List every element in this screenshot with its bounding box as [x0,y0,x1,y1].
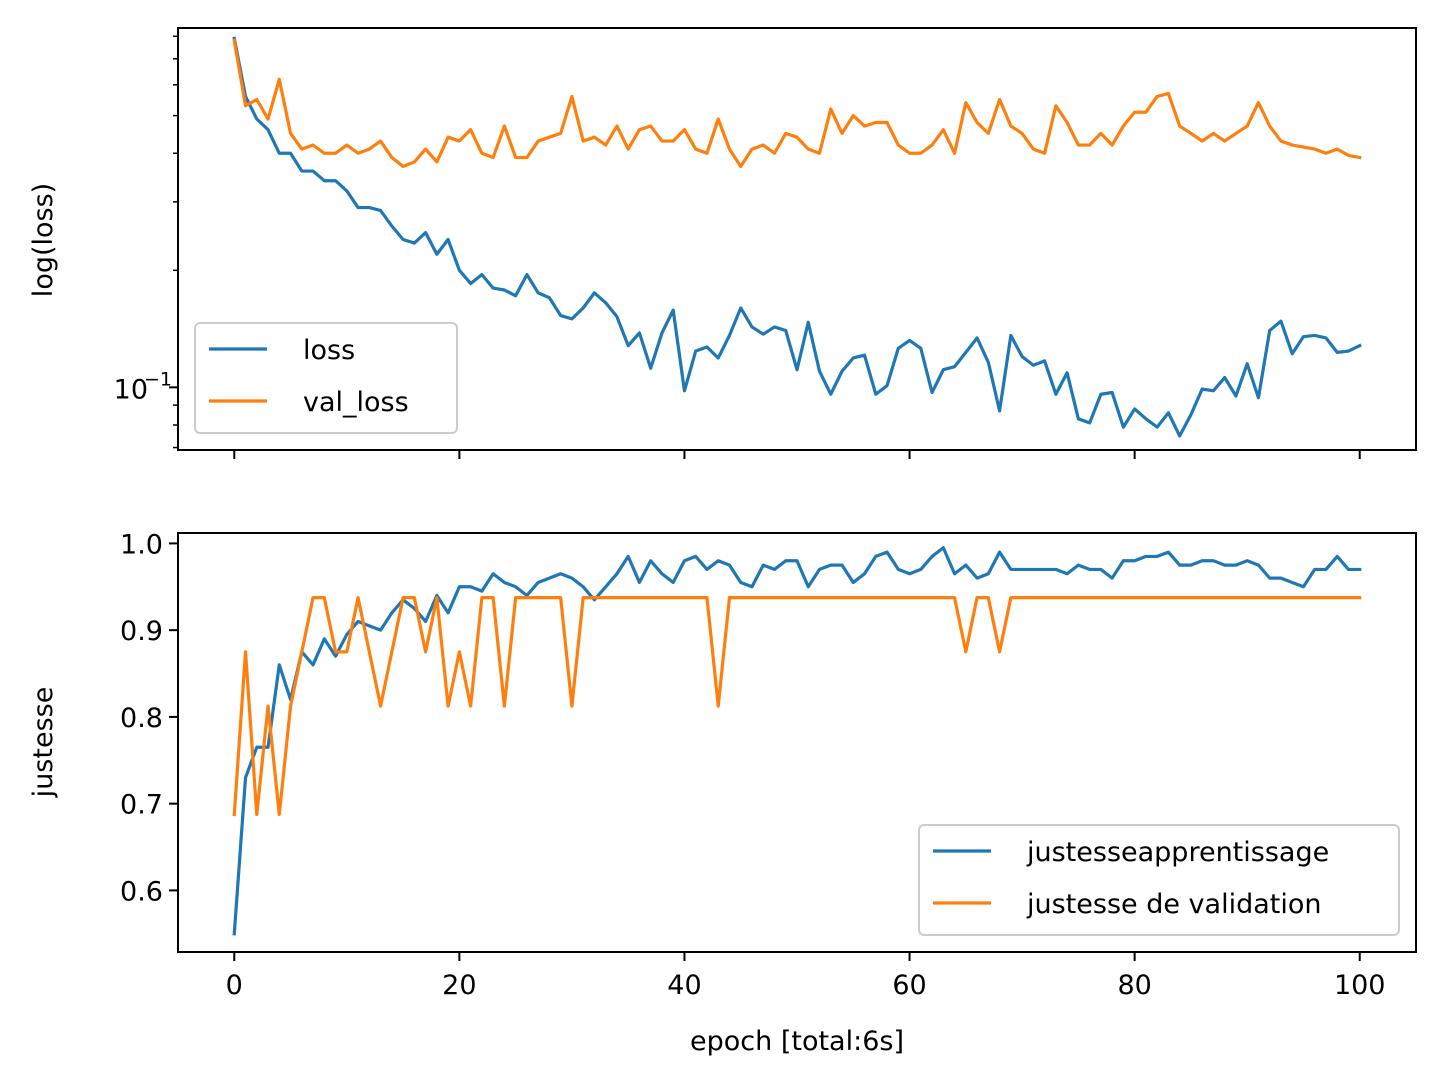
accuracy-panel: justesse epoch [total:6s] 0 20 40 60 80 100 0.… [28,529,1417,1057]
plot-frame [177,27,1417,451]
x-tick-label: 0 [226,970,243,1001]
series-line-loss [232,36,1362,438]
y-tick-label: 0.8 [120,703,163,734]
y-tick-label: 0.6 [120,876,163,907]
y-tick-label: 0.9 [120,616,163,647]
loss-panel: log(loss) 10−1 loss val_loss [28,27,1417,459]
x-tick-label: 80 [1117,970,1151,1001]
series-line-justesseapprentissage [232,546,1362,936]
y-tick-label: 10 [114,374,148,405]
epoch-x-axis-label: epoch [total:6s] [690,1026,904,1057]
legend-label-loss: loss [303,335,355,366]
legend-label-justesseapprentissage: justesseapprentissage [1026,837,1329,868]
x-tick-label: 40 [667,970,701,1001]
x-tick-label: 60 [892,970,926,1001]
legend-label-justesse-de-validation: justesse de validation [1026,889,1321,920]
x-tick-label: 20 [442,970,476,1001]
y-tick-label: 1.0 [120,529,163,560]
x-tick-label: 100 [1334,970,1386,1001]
accuracy-y-axis-label: justesse [28,687,59,799]
series-line-val-loss [232,38,1362,169]
y-tick-label-exponent: −1 [144,368,172,390]
y-tick-label: 0.7 [120,790,163,821]
series-line-justesse-de-validation [232,596,1362,817]
plot-frame [177,532,1417,953]
legend-box [918,824,1400,936]
loss-y-axis-label: log(loss) [28,183,59,297]
legend-label-val-loss: val_loss [303,387,409,418]
